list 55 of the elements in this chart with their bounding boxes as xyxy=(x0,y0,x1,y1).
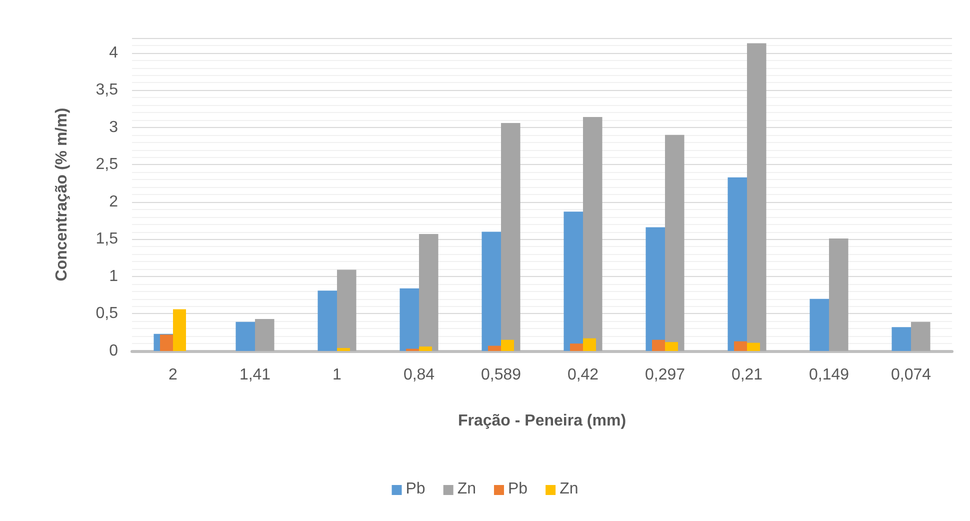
bar xyxy=(747,342,760,351)
bar xyxy=(911,322,930,351)
x-tick-label: 0,589 xyxy=(480,366,522,384)
y-tick-label: 1 xyxy=(109,268,118,285)
bar xyxy=(665,342,678,351)
legend-label: Pb xyxy=(508,480,528,498)
x-tick-label: 0,149 xyxy=(808,366,850,384)
y-tick-label: 4 xyxy=(109,44,118,62)
x-tick-label: 1 xyxy=(332,366,342,384)
legend-label: Zn xyxy=(560,480,578,498)
bar xyxy=(419,346,432,351)
bar xyxy=(255,318,274,351)
y-axis-title: Concentração (% m/m) xyxy=(54,108,70,282)
x-tick-label: 0,21 xyxy=(731,366,763,384)
bar xyxy=(488,346,501,351)
bar xyxy=(564,212,583,351)
bar xyxy=(501,340,514,351)
bar xyxy=(646,227,665,351)
bar xyxy=(652,340,665,351)
bar xyxy=(734,341,747,351)
bar xyxy=(160,334,173,351)
bar xyxy=(318,290,337,351)
bar xyxy=(400,288,419,351)
x-tick-label: 0,42 xyxy=(567,366,599,384)
bar xyxy=(728,177,747,351)
y-tick-label: 0,5 xyxy=(96,305,118,322)
legend-label: Zn xyxy=(457,480,476,498)
x-tick-label: 1,41 xyxy=(239,366,271,384)
bar xyxy=(337,348,350,351)
y-tick-label: 2,5 xyxy=(96,156,118,174)
x-axis-title: Fração - Peneira (mm) xyxy=(458,412,626,430)
bar xyxy=(810,298,829,351)
bar xyxy=(583,338,596,351)
bar xyxy=(747,43,766,351)
bar xyxy=(419,234,438,351)
bar xyxy=(173,309,186,351)
y-tick-label: 3 xyxy=(109,118,118,136)
y-tick-label: 2 xyxy=(109,193,118,210)
y-tick-label: 0 xyxy=(109,342,118,360)
bar xyxy=(236,322,255,351)
x-tick-label: 2 xyxy=(168,366,178,384)
x-tick-label: 0,074 xyxy=(890,366,932,384)
x-tick-label: 0,84 xyxy=(403,366,435,384)
bar xyxy=(482,232,501,351)
x-tick-label: 0,297 xyxy=(644,366,686,384)
bar xyxy=(892,327,911,351)
bar xyxy=(337,270,356,351)
y-tick-label: 1,5 xyxy=(96,230,118,248)
bar xyxy=(665,134,684,351)
bar xyxy=(583,116,602,351)
legend-label: Pb xyxy=(406,480,426,498)
bar xyxy=(501,122,520,351)
y-tick-label: 3,5 xyxy=(96,82,118,99)
bar xyxy=(570,344,583,351)
bar xyxy=(829,238,848,351)
